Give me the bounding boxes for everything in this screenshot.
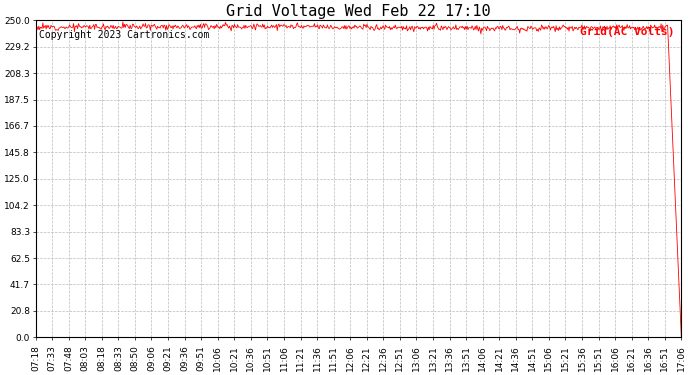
- Text: Copyright 2023 Cartronics.com: Copyright 2023 Cartronics.com: [39, 30, 209, 40]
- Title: Grid Voltage Wed Feb 22 17:10: Grid Voltage Wed Feb 22 17:10: [226, 4, 491, 19]
- Grid(AC Volts): [32, 24, 40, 29]
- Grid(AC Volts): [522, 28, 531, 32]
- Grid(AC Volts): [71, 24, 79, 28]
- Grid(AC Volts): [589, 25, 597, 30]
- Grid(AC Volts): [444, 26, 452, 30]
- Grid(AC Volts): [119, 20, 127, 24]
- Line: Grid(AC Volts): Grid(AC Volts): [36, 22, 681, 338]
- Grid(AC Volts): [677, 335, 685, 340]
- Legend: Grid(AC Volts): Grid(AC Volts): [575, 22, 679, 42]
- Grid(AC Volts): [407, 25, 415, 29]
- Grid(AC Volts): [424, 25, 433, 29]
